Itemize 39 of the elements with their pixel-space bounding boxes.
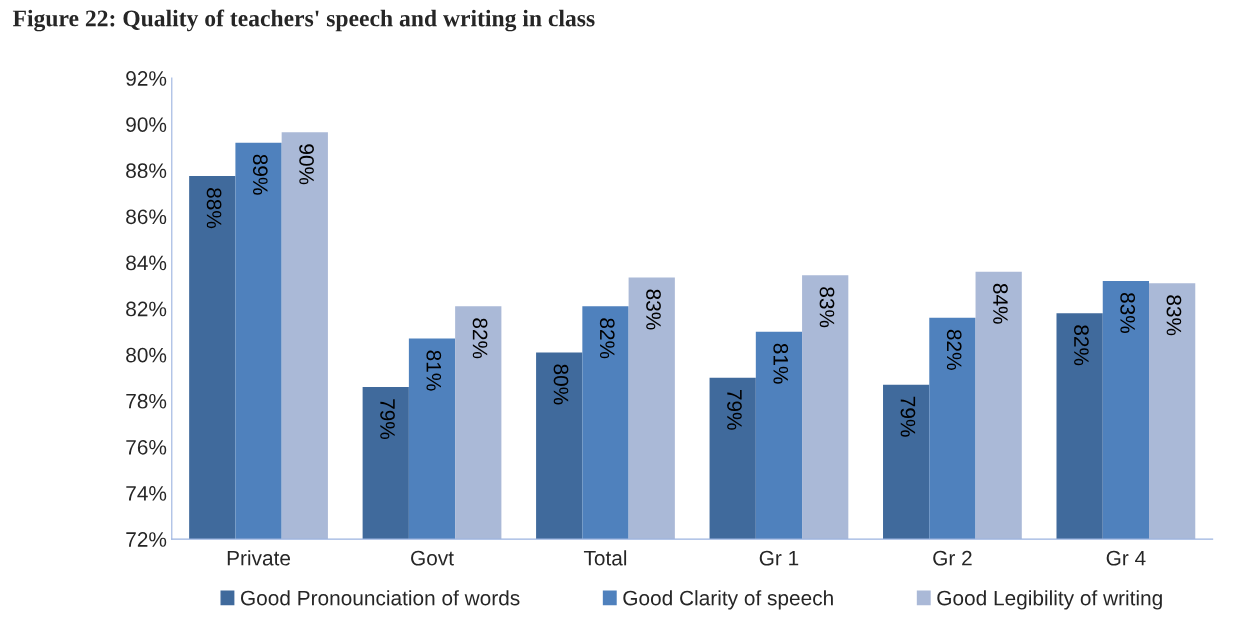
data-label: 83% xyxy=(1120,292,1136,334)
legend-label: Good Legibility of writing xyxy=(937,590,1162,610)
data-label: 79% xyxy=(727,389,742,430)
data-label: 79% xyxy=(900,396,916,437)
data-label: 81% xyxy=(773,343,789,384)
data-label: 83% xyxy=(819,287,835,328)
data-label: 89% xyxy=(252,154,268,195)
data-label: 79% xyxy=(380,399,395,440)
y-tick-label: 80% xyxy=(126,347,167,363)
y-tick-label: 76% xyxy=(126,439,167,455)
data-label: 83% xyxy=(1166,295,1182,336)
y-tick-label: 92% xyxy=(126,71,167,86)
y-tick-label: 74% xyxy=(126,486,167,501)
data-label: 83% xyxy=(646,289,661,330)
data-label: 82% xyxy=(1074,325,1089,366)
data-label: 82% xyxy=(946,329,962,370)
y-tick-label: 82% xyxy=(126,301,167,317)
y-tick-label: 78% xyxy=(126,393,167,409)
y-tick-label: 86% xyxy=(126,209,167,225)
y-tick-label: 88% xyxy=(126,163,167,179)
y-tick-label: 90% xyxy=(126,117,167,132)
legend-label: Good Pronounciation of words xyxy=(241,590,520,606)
x-tick-label: Private xyxy=(227,550,291,566)
legend-label: Good Clarity of speech xyxy=(623,590,833,610)
data-label: 81% xyxy=(426,350,442,391)
data-label: 80% xyxy=(553,364,569,405)
y-tick-label: 72% xyxy=(126,532,167,547)
y-tick-label: 84% xyxy=(126,255,167,271)
x-tick-label: Total xyxy=(583,550,627,566)
data-label: 84% xyxy=(993,283,1008,324)
data-label: 82% xyxy=(599,318,615,359)
data-label: 82% xyxy=(472,318,488,359)
x-tick-label: Gr 1 xyxy=(759,550,799,566)
x-tick-label: Gr 4 xyxy=(1106,550,1146,566)
x-tick-label: Gr 2 xyxy=(933,550,972,566)
chart-title: Figure 22: Quality of teachers' speech and writing in class xyxy=(12,9,595,32)
data-label: 90% xyxy=(299,144,314,185)
data-label: 88% xyxy=(206,188,222,229)
x-tick-label: Govt xyxy=(411,550,454,566)
